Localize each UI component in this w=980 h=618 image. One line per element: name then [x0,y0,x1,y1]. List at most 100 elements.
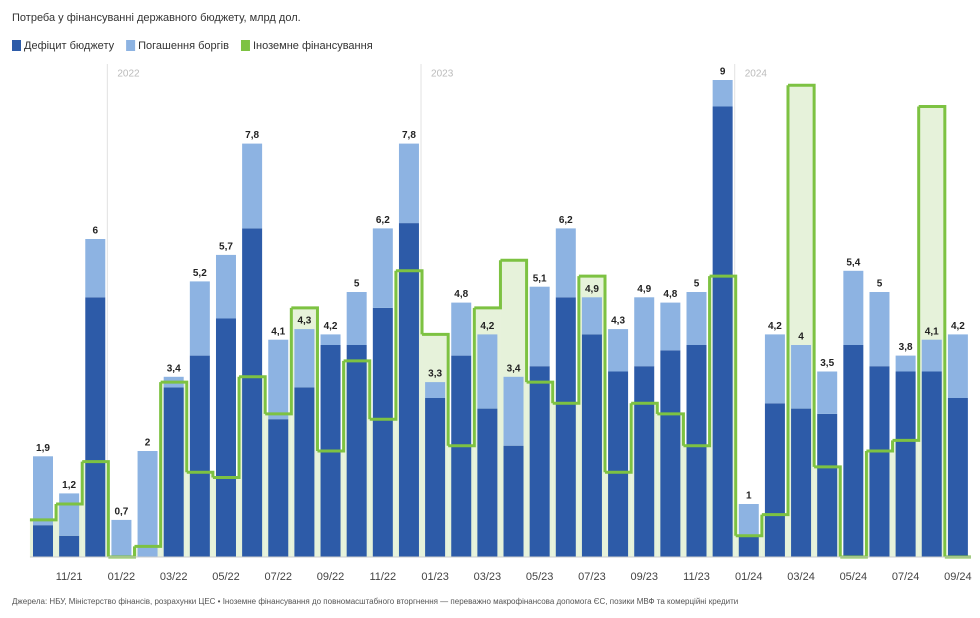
x-tick-label: 03/22 [160,571,188,583]
x-tick-label: 09/22 [317,571,345,583]
x-tick-label: 11/21 [56,571,83,583]
repayment-bar [59,493,80,536]
x-tick-label: 03/23 [474,571,502,583]
x-tick-label: 11/23 [683,571,710,583]
financing-step [735,514,764,538]
total-label: 4,1 [925,326,939,337]
total-label: 3,3 [428,369,442,380]
legend-label: Іноземне фінансування [253,40,373,52]
financing-step [761,85,790,517]
financing-step [709,274,738,536]
financing-step [657,412,685,446]
deficit-bar [764,403,785,557]
year-label: 2023 [431,69,454,80]
deficit-bar [686,345,707,557]
legend-swatch [12,40,21,51]
repayment-bar [477,334,498,409]
financing-step [552,276,581,405]
total-label: 3,8 [899,342,913,353]
x-tick-label: 01/22 [108,571,136,583]
legend-swatch [126,40,136,51]
repayment-bar [529,286,550,367]
repayment-bar [242,143,263,229]
repayment-bar [581,297,602,335]
x-tick-label: 05/22 [212,571,240,583]
deficit-bar [398,223,419,557]
total-label: 5 [694,279,700,290]
total-label: 5,1 [533,273,547,284]
financing-step [526,380,555,404]
repayment-bar [843,270,864,345]
deficit-bar [451,355,472,557]
deficit-bar [947,398,968,557]
financing-step [395,269,424,335]
x-tick-label: 01/24 [735,571,763,583]
total-label: 4,9 [637,284,651,295]
repayment-bar [398,143,419,224]
deficit-bar [503,445,524,557]
repayment-bar [215,254,236,319]
total-label: 7,8 [402,130,416,141]
deficit-bar [477,408,498,557]
deficit-bar [817,413,838,557]
repayment-bar [320,334,341,345]
financing-step [212,376,241,479]
total-label: 2 [145,438,151,449]
financing-step [29,504,58,522]
deficit-bar [634,366,655,557]
financing-step [239,375,267,414]
total-label: 4,8 [663,289,677,300]
deficit-bar [346,345,367,557]
financing-step [787,83,816,467]
deficit-bar [843,345,864,557]
legend-label: Погашення боргів [138,40,229,52]
total-label: 4,9 [585,284,599,295]
financing-step [448,307,476,448]
repayment-bar [111,519,132,557]
deficit-bar [372,307,393,557]
financing-step [918,105,947,557]
financing-step [474,260,502,310]
repayment-bar [33,456,53,526]
x-tick-label: 07/23 [578,571,606,583]
x-tick-label: 01/23 [421,571,449,583]
total-label: 5 [877,279,883,290]
total-label: 4 [798,332,804,343]
financing-step [56,461,84,506]
financing-step [500,258,529,383]
total-label: 5 [354,279,360,290]
source-note: Джерела: НБУ, Міністерство фінансів, роз… [12,597,738,606]
financing-step [683,276,712,448]
financing-step [578,274,607,473]
repayment-bar [686,292,707,345]
deficit-bar [869,366,890,557]
deficit-bar [85,297,106,557]
financing-step [422,332,450,446]
deficit-bar [189,355,210,557]
total-label: 3,5 [820,358,834,369]
x-tick-label: 03/24 [787,571,815,583]
financing-step [631,401,659,414]
repayment-bar [346,292,367,345]
deficit-bar [163,387,184,557]
legend-swatch [240,40,250,51]
repayment-bar [712,80,733,107]
financing-step [186,470,215,478]
total-label: 6 [92,226,98,237]
financing-step [160,380,189,473]
total-label: 7,8 [245,130,259,141]
repayment-bar [268,339,289,420]
total-label: 3,4 [167,363,181,374]
repayment-bar [634,297,655,367]
total-label: 4,2 [951,321,965,332]
financing-step [82,460,110,557]
deficit-bar [581,334,602,557]
repayment-bar [921,339,942,372]
repayment-bar [372,228,393,308]
x-tick-label: 07/24 [892,571,920,583]
total-label: 5,2 [193,268,207,279]
deficit-bar [791,408,812,557]
year-label: 2022 [117,69,140,80]
total-label: 1,9 [36,443,50,454]
financing-step [291,306,319,451]
